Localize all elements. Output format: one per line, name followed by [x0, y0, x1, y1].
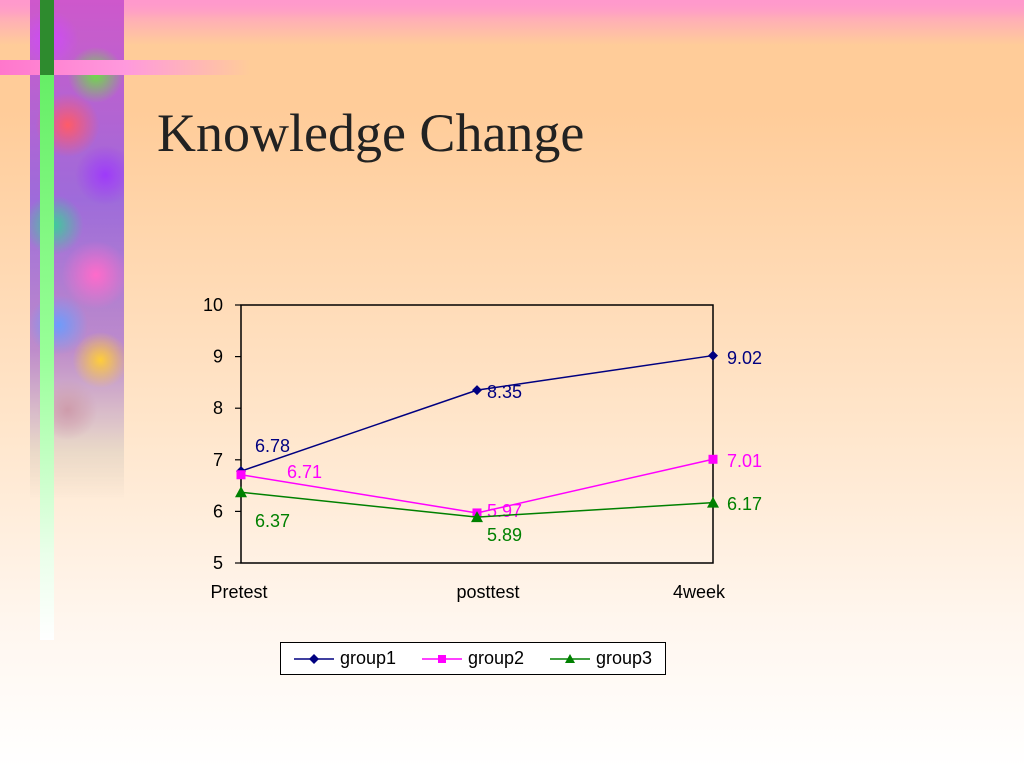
- data-point-group3: [707, 496, 719, 508]
- legend-label-group3: group3: [595, 648, 653, 668]
- line-chart: 5 6 7 8 9 10 Pretest posttest 4week 6.78 8.35 9.02 6…: [203, 295, 762, 602]
- green-accent-bar-top: [40, 0, 54, 80]
- legend-item-group3: group3: [549, 648, 653, 669]
- legend-swatch-group2: [421, 654, 462, 663]
- legend-label-group1: group1: [339, 648, 397, 668]
- series-line-group1: [240, 354, 714, 472]
- data-point-group2: [708, 454, 718, 464]
- data-label-group3: 6.37: [255, 511, 290, 531]
- legend-label-group2: group2: [467, 648, 525, 668]
- top-gradient-band: [0, 0, 1024, 18]
- y-tick-label: 8: [213, 398, 223, 418]
- data-label-group1: 8.35: [487, 382, 522, 402]
- data-point-group1: [708, 350, 718, 361]
- data-label-group2: 5.97: [487, 501, 522, 521]
- data-point-group3: [471, 511, 483, 523]
- plot-frame: [240, 304, 714, 564]
- y-tick-label: 7: [213, 450, 223, 470]
- slide-title: Knowledge Change: [157, 103, 585, 163]
- data-point-group2: [236, 470, 246, 480]
- x-tick-label: posttest: [456, 582, 519, 602]
- data-label-group1: 9.02: [727, 348, 762, 368]
- y-tick-label: 6: [213, 501, 223, 521]
- x-tick-label: Pretest: [210, 582, 267, 602]
- data-label-group2: 7.01: [727, 451, 762, 471]
- green-accent-bar: [40, 75, 54, 640]
- legend-swatch-group1: [293, 653, 334, 664]
- legend-item-group1: group1: [293, 648, 397, 669]
- data-label-group3: 5.89: [487, 525, 522, 545]
- data-label-group2: 6.71: [287, 462, 322, 482]
- chart-legend: group1 group2 group3: [280, 642, 666, 675]
- data-label-group3: 6.17: [727, 494, 762, 514]
- y-tick-label: 9: [213, 347, 223, 367]
- y-tick-label: 5: [213, 553, 223, 573]
- legend-swatch-group3: [549, 653, 590, 663]
- x-tick-label: 4week: [673, 582, 726, 602]
- legend-item-group2: group2: [421, 648, 525, 669]
- data-point-group1: [472, 385, 482, 396]
- y-tick-label: 10: [203, 295, 223, 315]
- data-point-group3: [235, 486, 247, 498]
- pink-accent-bar: [0, 60, 250, 75]
- data-label-group1: 6.78: [255, 436, 290, 456]
